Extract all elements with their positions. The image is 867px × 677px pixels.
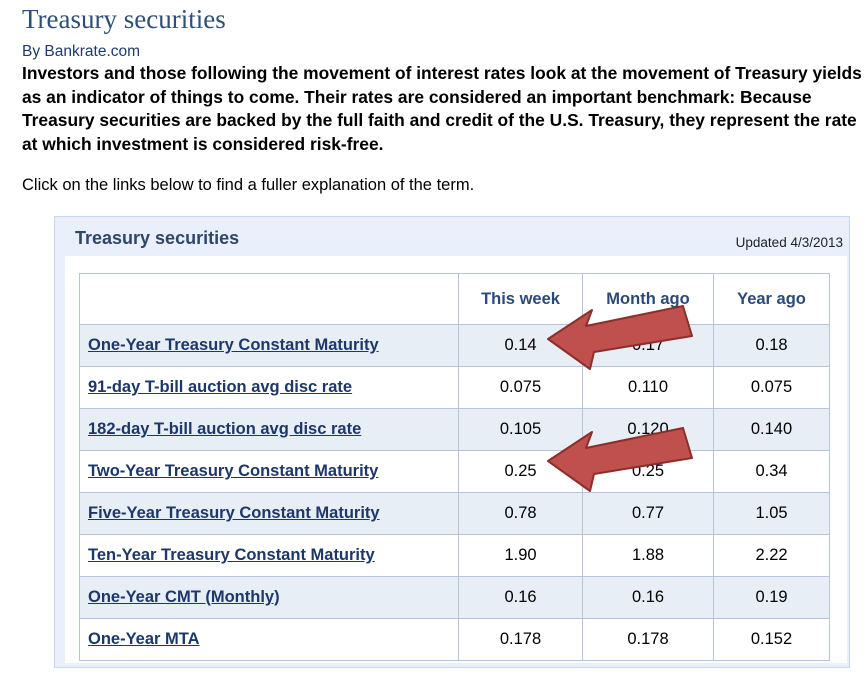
term-cell: 91-day T-bill auction avg disc rate [79, 366, 459, 409]
term-link[interactable]: Five-Year Treasury Constant Maturity [88, 504, 380, 522]
column-header-term [79, 273, 459, 325]
table-row: One-Year CMT (Monthly) 0.16 0.16 0.19 [79, 576, 830, 619]
this-week-cell: 1.90 [458, 534, 583, 577]
year-ago-cell: 0.18 [713, 324, 830, 367]
page-title: Treasury securities [22, 4, 226, 34]
term-link[interactable]: One-Year CMT (Monthly) [88, 588, 280, 606]
term-cell: Ten-Year Treasury Constant Maturity [79, 534, 459, 577]
year-ago-cell: 0.152 [713, 618, 830, 661]
table-row: One-Year Treasury Constant Maturity 0.14… [79, 324, 830, 367]
column-header-month-ago: Month ago [582, 273, 714, 325]
year-ago-cell: 2.22 [713, 534, 830, 577]
term-link[interactable]: Two-Year Treasury Constant Maturity [88, 462, 379, 480]
byline-source-link[interactable]: Bankrate.com [44, 43, 141, 60]
rates-table: This week Month ago Year ago One-Year Tr… [79, 273, 830, 661]
treasury-widget: Treasury securities Updated 4/3/2013 Thi… [54, 216, 850, 668]
byline-prefix: By [22, 43, 45, 60]
term-cell: One-Year Treasury Constant Maturity [79, 324, 459, 367]
term-link[interactable]: Ten-Year Treasury Constant Maturity [88, 546, 375, 564]
this-week-cell: 0.78 [458, 492, 583, 535]
intro-paragraph: Investors and those following the moveme… [22, 63, 862, 154]
term-link[interactable]: 91-day T-bill auction avg disc rate [88, 378, 353, 396]
click-hint: Click on the links below to find a fulle… [22, 176, 475, 194]
this-week-cell: 0.178 [458, 618, 583, 661]
term-link[interactable]: One-Year Treasury Constant Maturity [88, 336, 379, 354]
table-row: 91-day T-bill auction avg disc rate 0.07… [79, 366, 830, 409]
month-ago-cell: 0.25 [582, 450, 714, 493]
table-row: Two-Year Treasury Constant Maturity 0.25… [79, 450, 830, 493]
column-header-this-week: This week [458, 273, 583, 325]
this-week-cell: 0.25 [458, 450, 583, 493]
year-ago-cell: 0.075 [713, 366, 830, 409]
column-header-year-ago: Year ago [713, 273, 830, 325]
rates-panel: This week Month ago Year ago One-Year Tr… [65, 256, 847, 663]
year-ago-cell: 1.05 [713, 492, 830, 535]
term-cell: One-Year CMT (Monthly) [79, 576, 459, 619]
term-cell: Five-Year Treasury Constant Maturity [79, 492, 459, 535]
term-cell: One-Year MTA [79, 618, 459, 661]
term-cell: Two-Year Treasury Constant Maturity [79, 450, 459, 493]
table-row: Ten-Year Treasury Constant Maturity 1.90… [79, 534, 830, 577]
month-ago-cell: 0.178 [582, 618, 714, 661]
month-ago-cell: 0.77 [582, 492, 714, 535]
table-header-row: This week Month ago Year ago [79, 273, 830, 325]
month-ago-cell: 1.88 [582, 534, 714, 577]
term-link[interactable]: One-Year MTA [88, 630, 200, 648]
this-week-cell: 0.16 [458, 576, 583, 619]
table-row: One-Year MTA 0.178 0.178 0.152 [79, 618, 830, 661]
table-row: Five-Year Treasury Constant Maturity 0.7… [79, 492, 830, 535]
term-cell: 182-day T-bill auction avg disc rate [79, 408, 459, 451]
year-ago-cell: 0.19 [713, 576, 830, 619]
this-week-cell: 0.14 [458, 324, 583, 367]
updated-date: Updated 4/3/2013 [735, 235, 843, 250]
year-ago-cell: 0.140 [713, 408, 830, 451]
table-row: 182-day T-bill auction avg disc rate 0.1… [79, 408, 830, 451]
month-ago-cell: 0.16 [582, 576, 714, 619]
month-ago-cell: 0.110 [582, 366, 714, 409]
term-link[interactable]: 182-day T-bill auction avg disc rate [88, 420, 362, 438]
year-ago-cell: 0.34 [713, 450, 830, 493]
widget-title: Treasury securities [75, 228, 240, 248]
month-ago-cell: 0.17 [582, 324, 714, 367]
this-week-cell: 0.075 [458, 366, 583, 409]
this-week-cell: 0.105 [458, 408, 583, 451]
byline: By Bankrate.com [22, 43, 140, 61]
month-ago-cell: 0.120 [582, 408, 714, 451]
